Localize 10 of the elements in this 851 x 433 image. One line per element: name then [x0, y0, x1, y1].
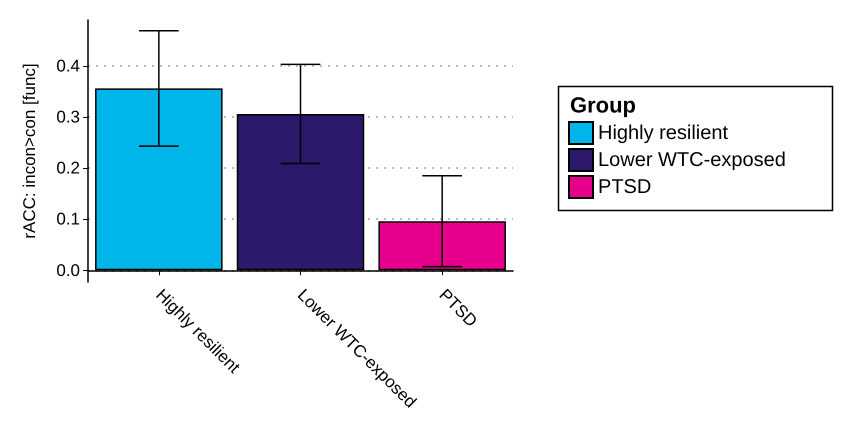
y-axis-title: rACC: incon>con [func] — [20, 63, 39, 239]
legend-label: Highly resilient — [598, 122, 728, 144]
y-tick-label: 0.2 — [56, 158, 80, 178]
legend-label: Lower WTC-exposed — [598, 149, 786, 171]
y-tick-label: 0.1 — [56, 210, 80, 229]
legend-title: Group — [570, 92, 636, 118]
y-tick-label: 0.3 — [56, 108, 80, 127]
y-tick-label: 0.4 — [56, 56, 80, 76]
legend-label: PTSD — [598, 176, 652, 198]
y-tick-label: 0.0 — [56, 260, 80, 280]
